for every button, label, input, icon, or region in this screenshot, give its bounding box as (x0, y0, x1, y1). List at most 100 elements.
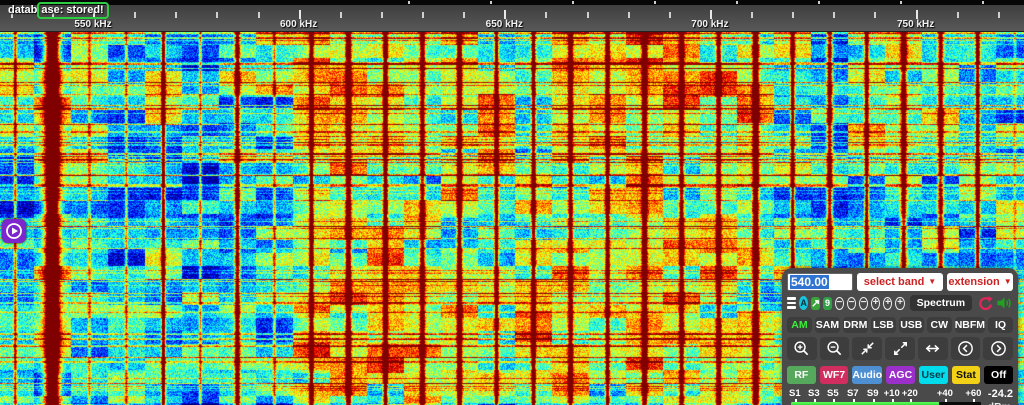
smeter-tick-label: +10 (883, 388, 900, 399)
wf-min-button[interactable]: − (834, 296, 844, 310)
chevron-down-icon: ▼ (928, 277, 937, 286)
tab-off[interactable]: Off (984, 365, 1013, 384)
smeter-tick-label: S9 (866, 388, 879, 399)
scale-frequency-label: 750 kHz (896, 19, 935, 30)
extension-select-label: extension (948, 275, 1000, 288)
database-status-toast: datab ase: stored! (8, 2, 109, 19)
scale-minor-tick (751, 12, 753, 18)
scale-minor-tick (463, 12, 466, 18)
scale-major-tick (915, 10, 918, 19)
band-select-dropdown[interactable]: select band ▼ (857, 272, 943, 291)
mode-button-usb[interactable]: USB (898, 316, 924, 333)
scale-minor-tick (997, 12, 1000, 18)
aperture-auto-button[interactable]: A (799, 296, 809, 310)
toast-text-highlight: ase: stored! (37, 2, 109, 19)
scale-minor-tick (175, 12, 178, 18)
scale-minor-tick (216, 12, 219, 18)
zoom-out-max-button[interactable] (885, 337, 915, 360)
scale-major-tick (709, 10, 712, 19)
band-strip-tick (736, 1, 738, 4)
scale-minor-tick (586, 12, 589, 18)
toast-text-prefix: datab (8, 4, 38, 16)
smeter-tick-label: +20 (901, 388, 918, 399)
wf-min-button[interactable]: − (858, 296, 869, 310)
refresh-icon[interactable] (977, 295, 993, 311)
tab-stat[interactable]: Stat (951, 365, 981, 384)
tab-audio[interactable]: Audio (852, 365, 883, 384)
scale-minor-tick (422, 12, 424, 18)
smeter-tick-label: S1 (788, 388, 801, 399)
scale-minor-tick (956, 12, 959, 18)
band-strip-tick (982, 1, 984, 4)
band-strip (0, 0, 1024, 5)
wf-max-button[interactable]: + (883, 296, 893, 310)
scale-minor-tick (380, 12, 383, 18)
zoom-in-button[interactable] (787, 337, 817, 360)
scale-frequency-label: 550 kHz (74, 19, 112, 30)
step-down-button[interactable] (950, 337, 981, 360)
zoom-out-button[interactable] (819, 337, 850, 360)
smeter-tick (813, 399, 816, 402)
frequency-value: 540.00 (790, 274, 829, 289)
colormap-badge[interactable]: 9 (823, 296, 832, 310)
audio-play-button[interactable] (2, 219, 26, 243)
step-up-button[interactable] (983, 337, 1014, 360)
tab-rf[interactable]: RF (787, 365, 816, 384)
wf-min-button[interactable]: − (846, 296, 856, 310)
menu-icon[interactable] (787, 297, 797, 309)
page-scroll-button[interactable] (917, 337, 948, 360)
extension-select-dropdown[interactable]: extension ▼ (947, 272, 1013, 291)
wf-max-button[interactable]: + (895, 296, 905, 310)
scale-minor-tick (833, 12, 836, 18)
scale-minor-tick (874, 12, 877, 18)
band-strip-tick (818, 1, 820, 4)
smeter-tick (909, 399, 912, 402)
zoom-to-band-button[interactable] (852, 337, 883, 360)
scale-frequency-label: 600 kHz (279, 19, 318, 30)
smeter-tick (973, 399, 976, 402)
spectrum-toggle-button[interactable]: Spectrum (909, 295, 973, 311)
wf-max-button[interactable]: + (871, 296, 881, 310)
scale-minor-tick (134, 12, 137, 18)
scale-minor-tick (627, 12, 630, 18)
scale-frequency-label: 650 kHz (485, 19, 523, 30)
s-meter-bar (791, 402, 981, 405)
smeter-tick (891, 399, 894, 402)
s-meter-value: -24.2 (987, 388, 1013, 400)
mode-button-cw[interactable]: CW (926, 316, 952, 333)
frequency-scale[interactable]: 550 kHz 600 kHz 650 kHz 700 kHz 750 kHz (0, 5, 1024, 32)
scale-major-tick (93, 10, 95, 19)
band-strip-tick (408, 1, 410, 4)
s-meter: S1 S3 S5 S7 S9 +10+20 +40 +60 -24.2 dBm (787, 388, 1013, 405)
scale-frequency-label: 700 kHz (691, 19, 729, 30)
tab-agc[interactable]: AGC (886, 365, 915, 384)
mode-button-sam[interactable]: SAM (814, 316, 840, 333)
scale-minor-tick (792, 12, 795, 18)
mode-button-am[interactable]: AM (787, 316, 812, 333)
smeter-tick (852, 399, 855, 402)
band-strip-tick (490, 1, 492, 4)
smeter-tick (872, 399, 875, 402)
smeter-tick (944, 399, 947, 402)
scale-minor-tick (545, 12, 548, 18)
smeter-tick-label: S3 (807, 388, 820, 399)
mode-button-iq[interactable]: IQ (988, 316, 1013, 333)
chevron-down-icon: ▼ (1003, 277, 1012, 286)
scale-minor-tick (339, 12, 342, 18)
s-meter-fill (791, 402, 940, 405)
tab-user[interactable]: User (918, 365, 948, 384)
waterfall-autoscale-button[interactable] (811, 296, 821, 310)
mode-button-nbfm[interactable]: NBFM (954, 316, 986, 333)
scale-minor-tick (51, 12, 54, 18)
s-meter-unit: dBm (988, 401, 1011, 405)
scale-minor-tick (257, 12, 260, 18)
smeter-tick-label: S7 (846, 388, 859, 399)
frequency-input[interactable]: 540.00 (787, 272, 853, 291)
mode-button-drm[interactable]: DRM (842, 316, 868, 333)
smeter-tick (832, 399, 835, 402)
tab-wf[interactable]: WF7 (819, 365, 849, 384)
scale-minor-tick (10, 12, 13, 18)
mode-button-lsb[interactable]: LSB (870, 316, 896, 333)
smeter-tick (794, 399, 797, 402)
speaker-icon[interactable] (996, 295, 1013, 311)
